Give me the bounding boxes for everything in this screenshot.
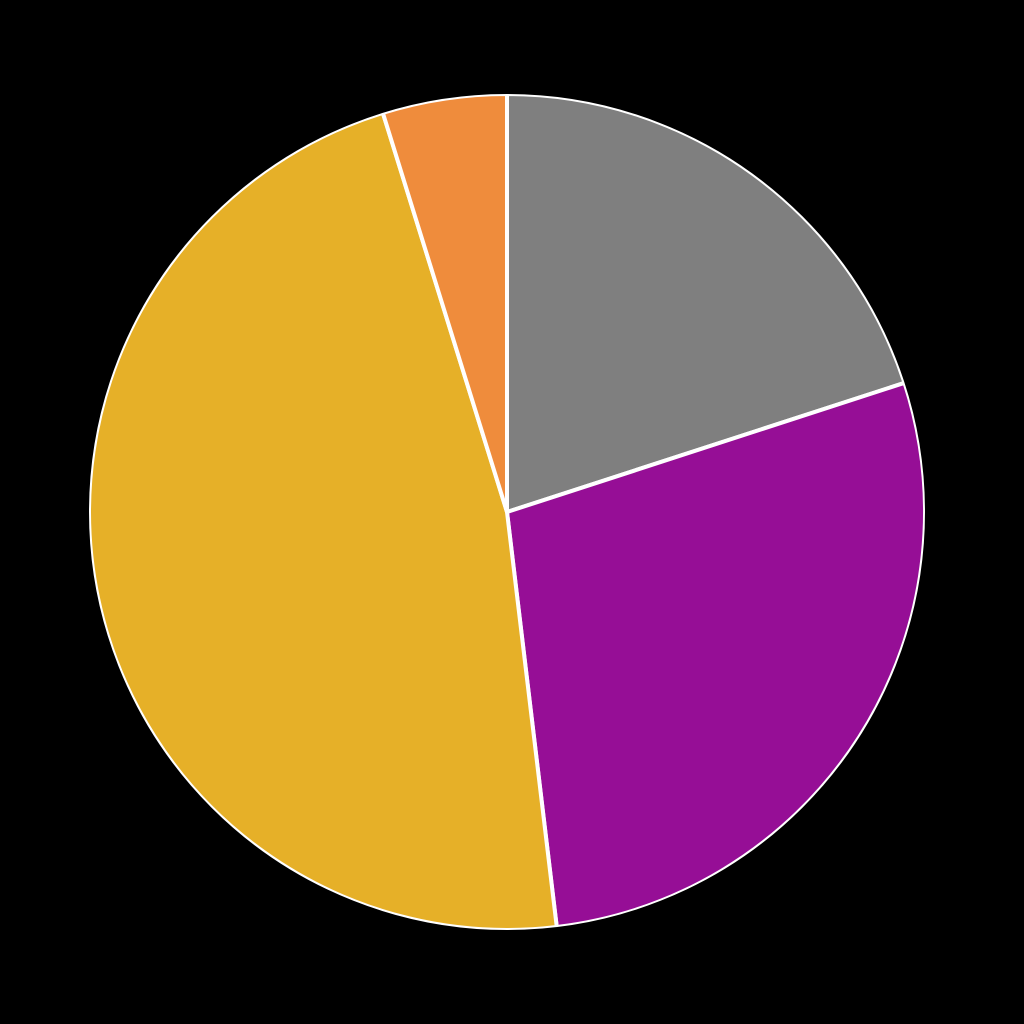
pie-slice-1 (505, 92, 907, 514)
pie-slice-2 (505, 380, 927, 930)
pie-outer-rim (85, 90, 929, 934)
pie-slice-3 (87, 110, 559, 932)
pie-slice-4 (380, 92, 509, 514)
